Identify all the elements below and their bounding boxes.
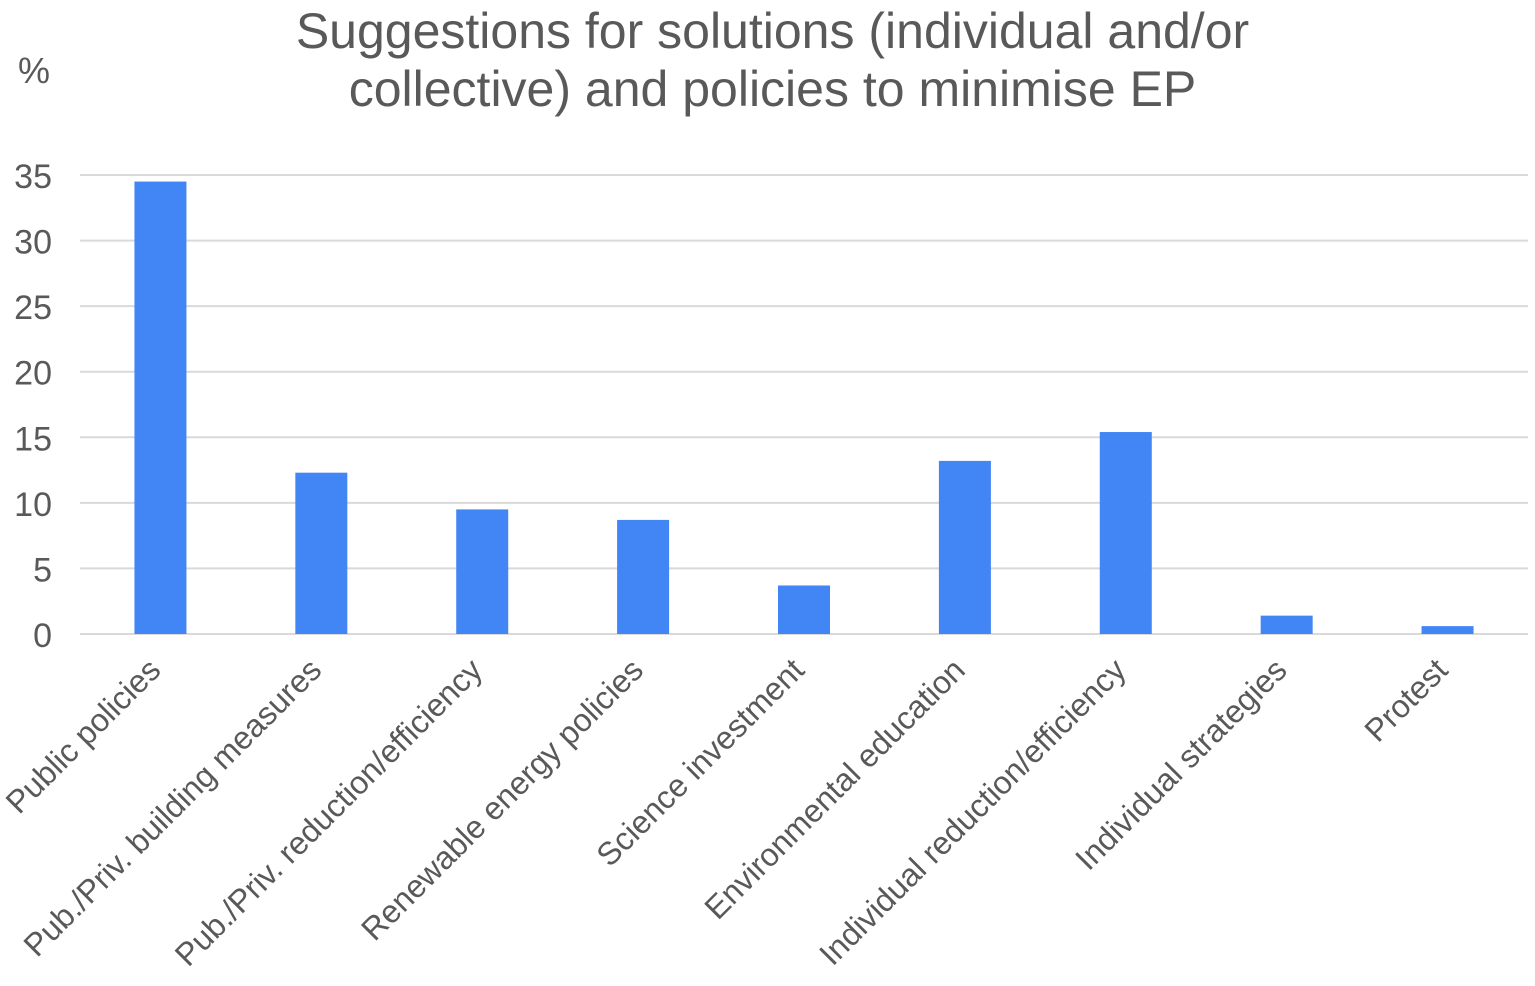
bar <box>134 181 187 635</box>
bar <box>1421 626 1474 634</box>
x-tick-label: Environmental education <box>697 651 972 926</box>
x-tick-label: Individual reduction/efficiency <box>812 651 1133 972</box>
x-tick-label: Renewable energy policies <box>354 651 650 947</box>
bar <box>1099 432 1152 634</box>
y-tick-label: 30 <box>14 224 52 262</box>
x-tick-label: Protest <box>1357 651 1454 748</box>
y-tick-label: 25 <box>14 289 52 327</box>
x-tick-label: Pub./Priv. reduction/efficiency <box>168 651 489 972</box>
y-axis-label: % <box>18 50 51 91</box>
bar <box>617 519 670 634</box>
bar <box>1260 615 1313 634</box>
bar <box>295 472 348 634</box>
y-tick-label: 15 <box>14 420 52 458</box>
y-tick-label: 35 <box>14 158 52 196</box>
y-tick-label: 0 <box>33 617 52 655</box>
y-tick-label: 20 <box>14 355 52 393</box>
x-tick-label: Pub./Priv. building measures <box>16 651 328 963</box>
chart-title: Suggestions for solutions (individual an… <box>295 3 1250 117</box>
y-tick-label: 10 <box>14 486 52 524</box>
y-tick-label: 5 <box>33 551 52 589</box>
bar <box>938 460 991 634</box>
bar <box>456 509 509 634</box>
bar <box>778 585 830 634</box>
x-tick-label: Public policies <box>0 651 167 820</box>
